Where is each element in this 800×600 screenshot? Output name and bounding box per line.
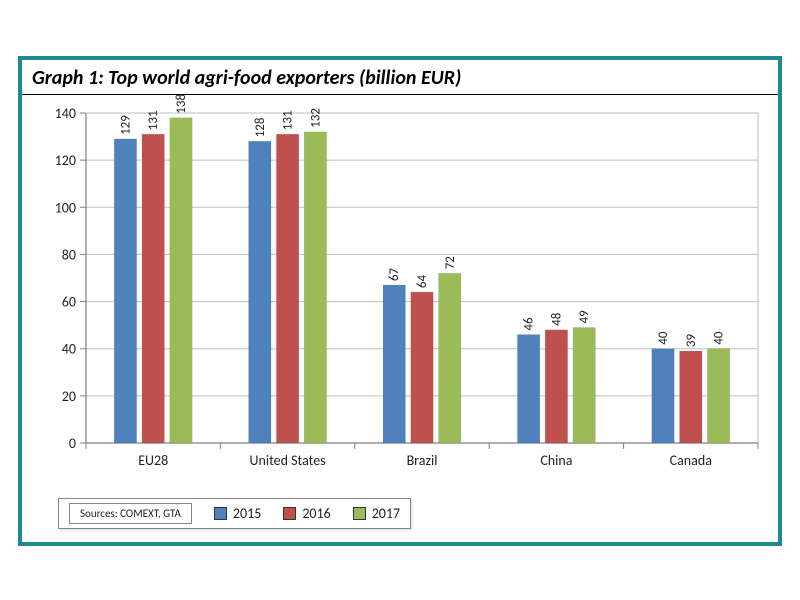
bar	[304, 132, 326, 443]
bar	[707, 349, 729, 443]
svg-text:46: 46	[522, 317, 537, 331]
svg-text:United States: United States	[250, 452, 326, 469]
svg-text:40: 40	[62, 341, 76, 358]
svg-text:132: 132	[308, 108, 323, 128]
svg-text:129: 129	[118, 115, 133, 135]
svg-text:64: 64	[415, 275, 430, 289]
bar	[276, 134, 298, 443]
bar	[249, 141, 271, 443]
svg-text:131: 131	[146, 110, 161, 130]
chart-area: 0 20 40 60 80 100 120 140 EU28 129 131 138 United St…	[22, 95, 778, 537]
bar	[142, 134, 164, 443]
svg-text:67: 67	[387, 267, 402, 281]
legend-label: 2015	[233, 505, 261, 522]
bar	[652, 349, 674, 443]
bar	[170, 118, 192, 443]
bar	[411, 292, 433, 443]
svg-text:20: 20	[62, 388, 76, 405]
svg-text:138: 138	[174, 95, 189, 114]
svg-text:80: 80	[62, 246, 76, 263]
bar	[114, 139, 136, 443]
svg-text:EU28: EU28	[138, 452, 168, 469]
legend-item: 2017	[353, 505, 400, 522]
legend: Sources: COMEXT, GTA 2015 2016 2017	[58, 498, 411, 529]
chart-title: Graph 1: Top world agri-food exporters (…	[22, 60, 778, 95]
svg-text:72: 72	[443, 256, 458, 270]
bar	[383, 285, 405, 443]
sources-note: Sources: COMEXT, GTA	[69, 503, 192, 524]
svg-text:Brazil: Brazil	[407, 452, 438, 469]
svg-text:131: 131	[281, 110, 296, 130]
svg-text:48: 48	[549, 312, 564, 326]
svg-text:China: China	[540, 452, 572, 469]
bar	[573, 328, 595, 444]
bar	[517, 335, 539, 443]
legend-item: 2015	[214, 505, 261, 522]
legend-label: 2017	[372, 505, 400, 522]
legend-item: 2016	[283, 505, 330, 522]
svg-text:128: 128	[253, 117, 268, 137]
bar	[680, 351, 702, 443]
svg-text:0: 0	[69, 435, 76, 452]
bar	[439, 273, 461, 443]
svg-text:49: 49	[577, 310, 592, 324]
legend-swatch	[283, 507, 296, 520]
svg-text:120: 120	[55, 152, 76, 169]
legend-label: 2016	[302, 505, 330, 522]
bar-chart: 0 20 40 60 80 100 120 140 EU28 129 131 138 United St…	[22, 95, 778, 483]
legend-swatch	[353, 507, 366, 520]
svg-text:39: 39	[684, 333, 699, 347]
svg-text:100: 100	[55, 199, 76, 216]
svg-text:Canada: Canada	[670, 452, 712, 469]
chart-frame: Graph 1: Top world agri-food exporters (…	[18, 56, 782, 546]
svg-text:40: 40	[656, 331, 671, 345]
svg-text:40: 40	[712, 331, 727, 345]
legend-swatch	[214, 507, 227, 520]
bar	[545, 330, 567, 443]
svg-text:60: 60	[62, 294, 76, 311]
svg-text:140: 140	[55, 105, 76, 122]
